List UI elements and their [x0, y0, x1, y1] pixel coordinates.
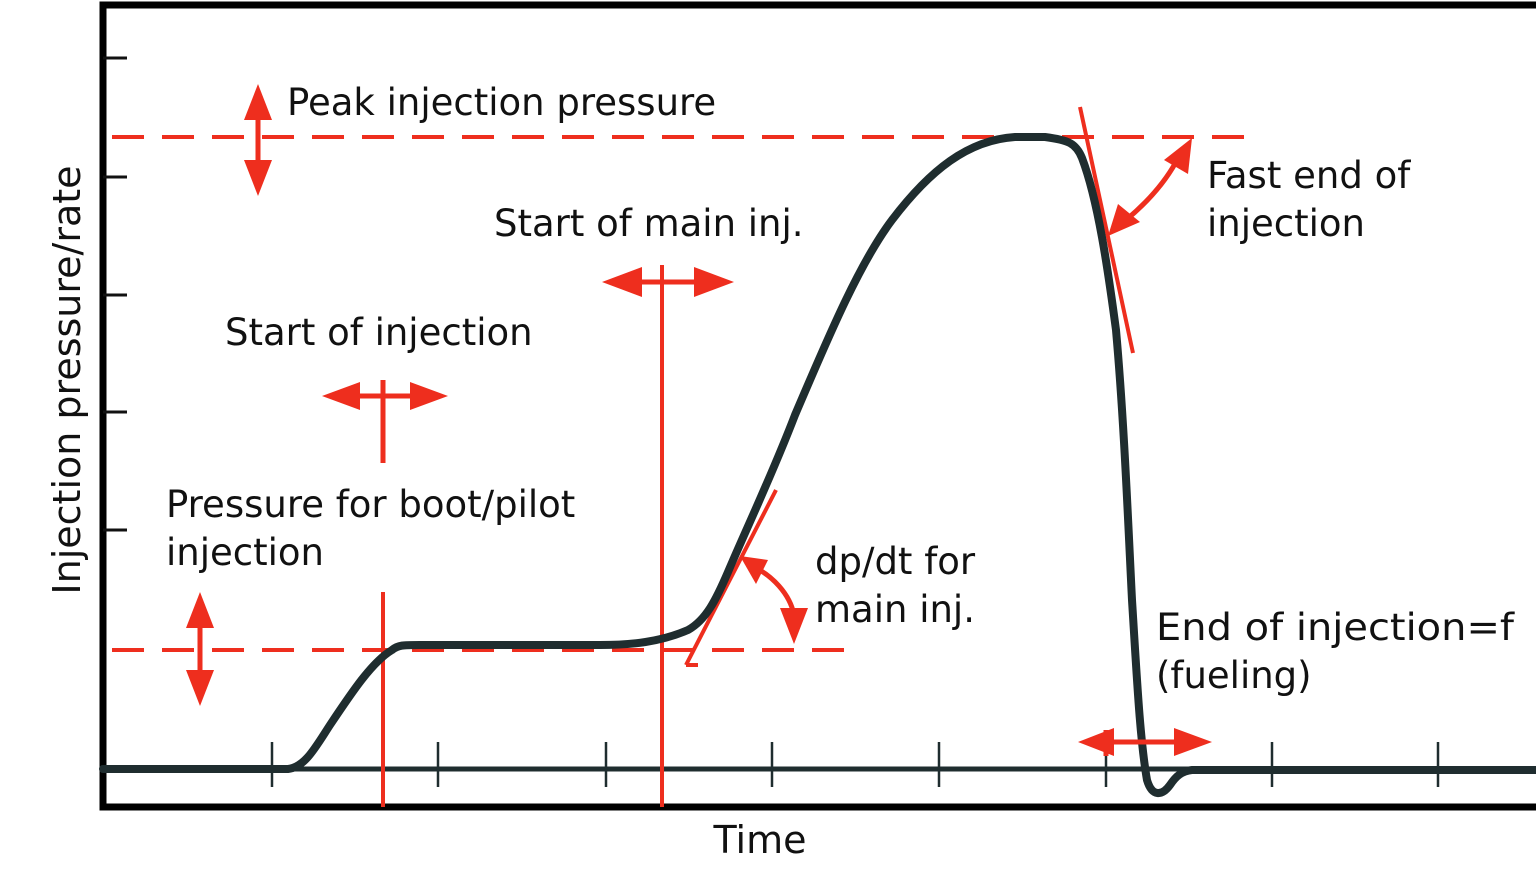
arrow-icon-start-main: [602, 267, 734, 297]
end-injection-label-line1: End of injection=f: [1156, 606, 1515, 649]
marker-verticals: [381, 265, 664, 807]
start-injection-label: Start of injection: [225, 311, 533, 354]
start-main-label: Start of main inj.: [494, 202, 804, 245]
arrow-icon-end-injection: [1078, 728, 1212, 756]
y-axis-label: Injection pressure/rate: [45, 165, 89, 594]
arrow-icon-start-injection: [322, 380, 448, 463]
arrow-icon-fast-end: [1108, 138, 1192, 236]
pilot-pressure-label-line2: injection: [166, 531, 324, 574]
pilot-pressure-label-line1: Pressure for boot/pilot: [166, 483, 575, 526]
dpdt-label-line2: main inj.: [815, 588, 975, 631]
plot-frame: [99, 1, 1536, 811]
x-axis-label: Time: [713, 818, 807, 862]
injection-pressure-curve: [99, 133, 1536, 797]
fast-end-label-line2: injection: [1207, 202, 1365, 245]
dpdt-tangent: [684, 489, 778, 666]
arrow-icon-pilot-pressure: [186, 592, 214, 706]
peak-pressure-label: Peak injection pressure: [287, 81, 716, 124]
reference-lines: [112, 135, 1248, 652]
tangent-lines: [684, 106, 1135, 667]
arrow-icon-dpdt: [740, 556, 808, 644]
fast-end-label-line1: Fast end of: [1207, 154, 1411, 197]
dpdt-label-line1: dp/dt for: [815, 540, 976, 583]
fast-end-tangent: [1078, 106, 1135, 354]
arrow-icon-peak-pressure: [244, 84, 272, 196]
y-axis-ticks: [103, 56, 127, 532]
end-injection-label-line2: (fueling): [1156, 654, 1312, 697]
